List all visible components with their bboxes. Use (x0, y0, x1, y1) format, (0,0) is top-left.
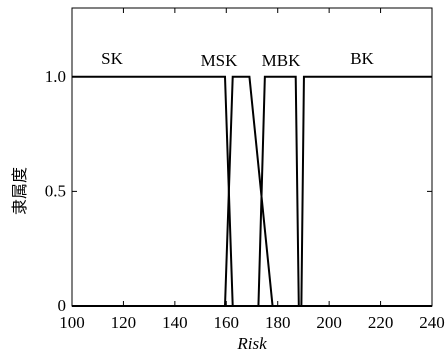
series-label-bk: BK (350, 49, 374, 68)
x-tick-label: 200 (316, 313, 342, 332)
series-label-mbk: MBK (262, 51, 301, 70)
x-tick-label: 120 (111, 313, 137, 332)
tick-layer: 100 120 140 160 180 200 220 240 0 0.5 1.0 (45, 8, 445, 332)
series-label-msk: MSK (201, 51, 239, 70)
series-label-sk: SK (101, 49, 123, 68)
x-tick-label: 160 (214, 313, 240, 332)
y-axis-label: 隶属度 (10, 167, 29, 215)
x-axis-label: Risk (236, 334, 267, 353)
x-tick-label: 180 (265, 313, 291, 332)
x-tick-label: 240 (419, 313, 445, 332)
series-label-layer: SK MSK MBK BK (101, 49, 374, 70)
x-tick-label: 220 (368, 313, 394, 332)
y-tick-label: 1.0 (45, 67, 66, 86)
plot-frame (71, 7, 433, 307)
x-tick-label: 100 (59, 313, 85, 332)
y-tick-label: 0 (58, 296, 67, 315)
y-tick-label: 0.5 (45, 181, 66, 200)
x-tick-label: 140 (162, 313, 188, 332)
